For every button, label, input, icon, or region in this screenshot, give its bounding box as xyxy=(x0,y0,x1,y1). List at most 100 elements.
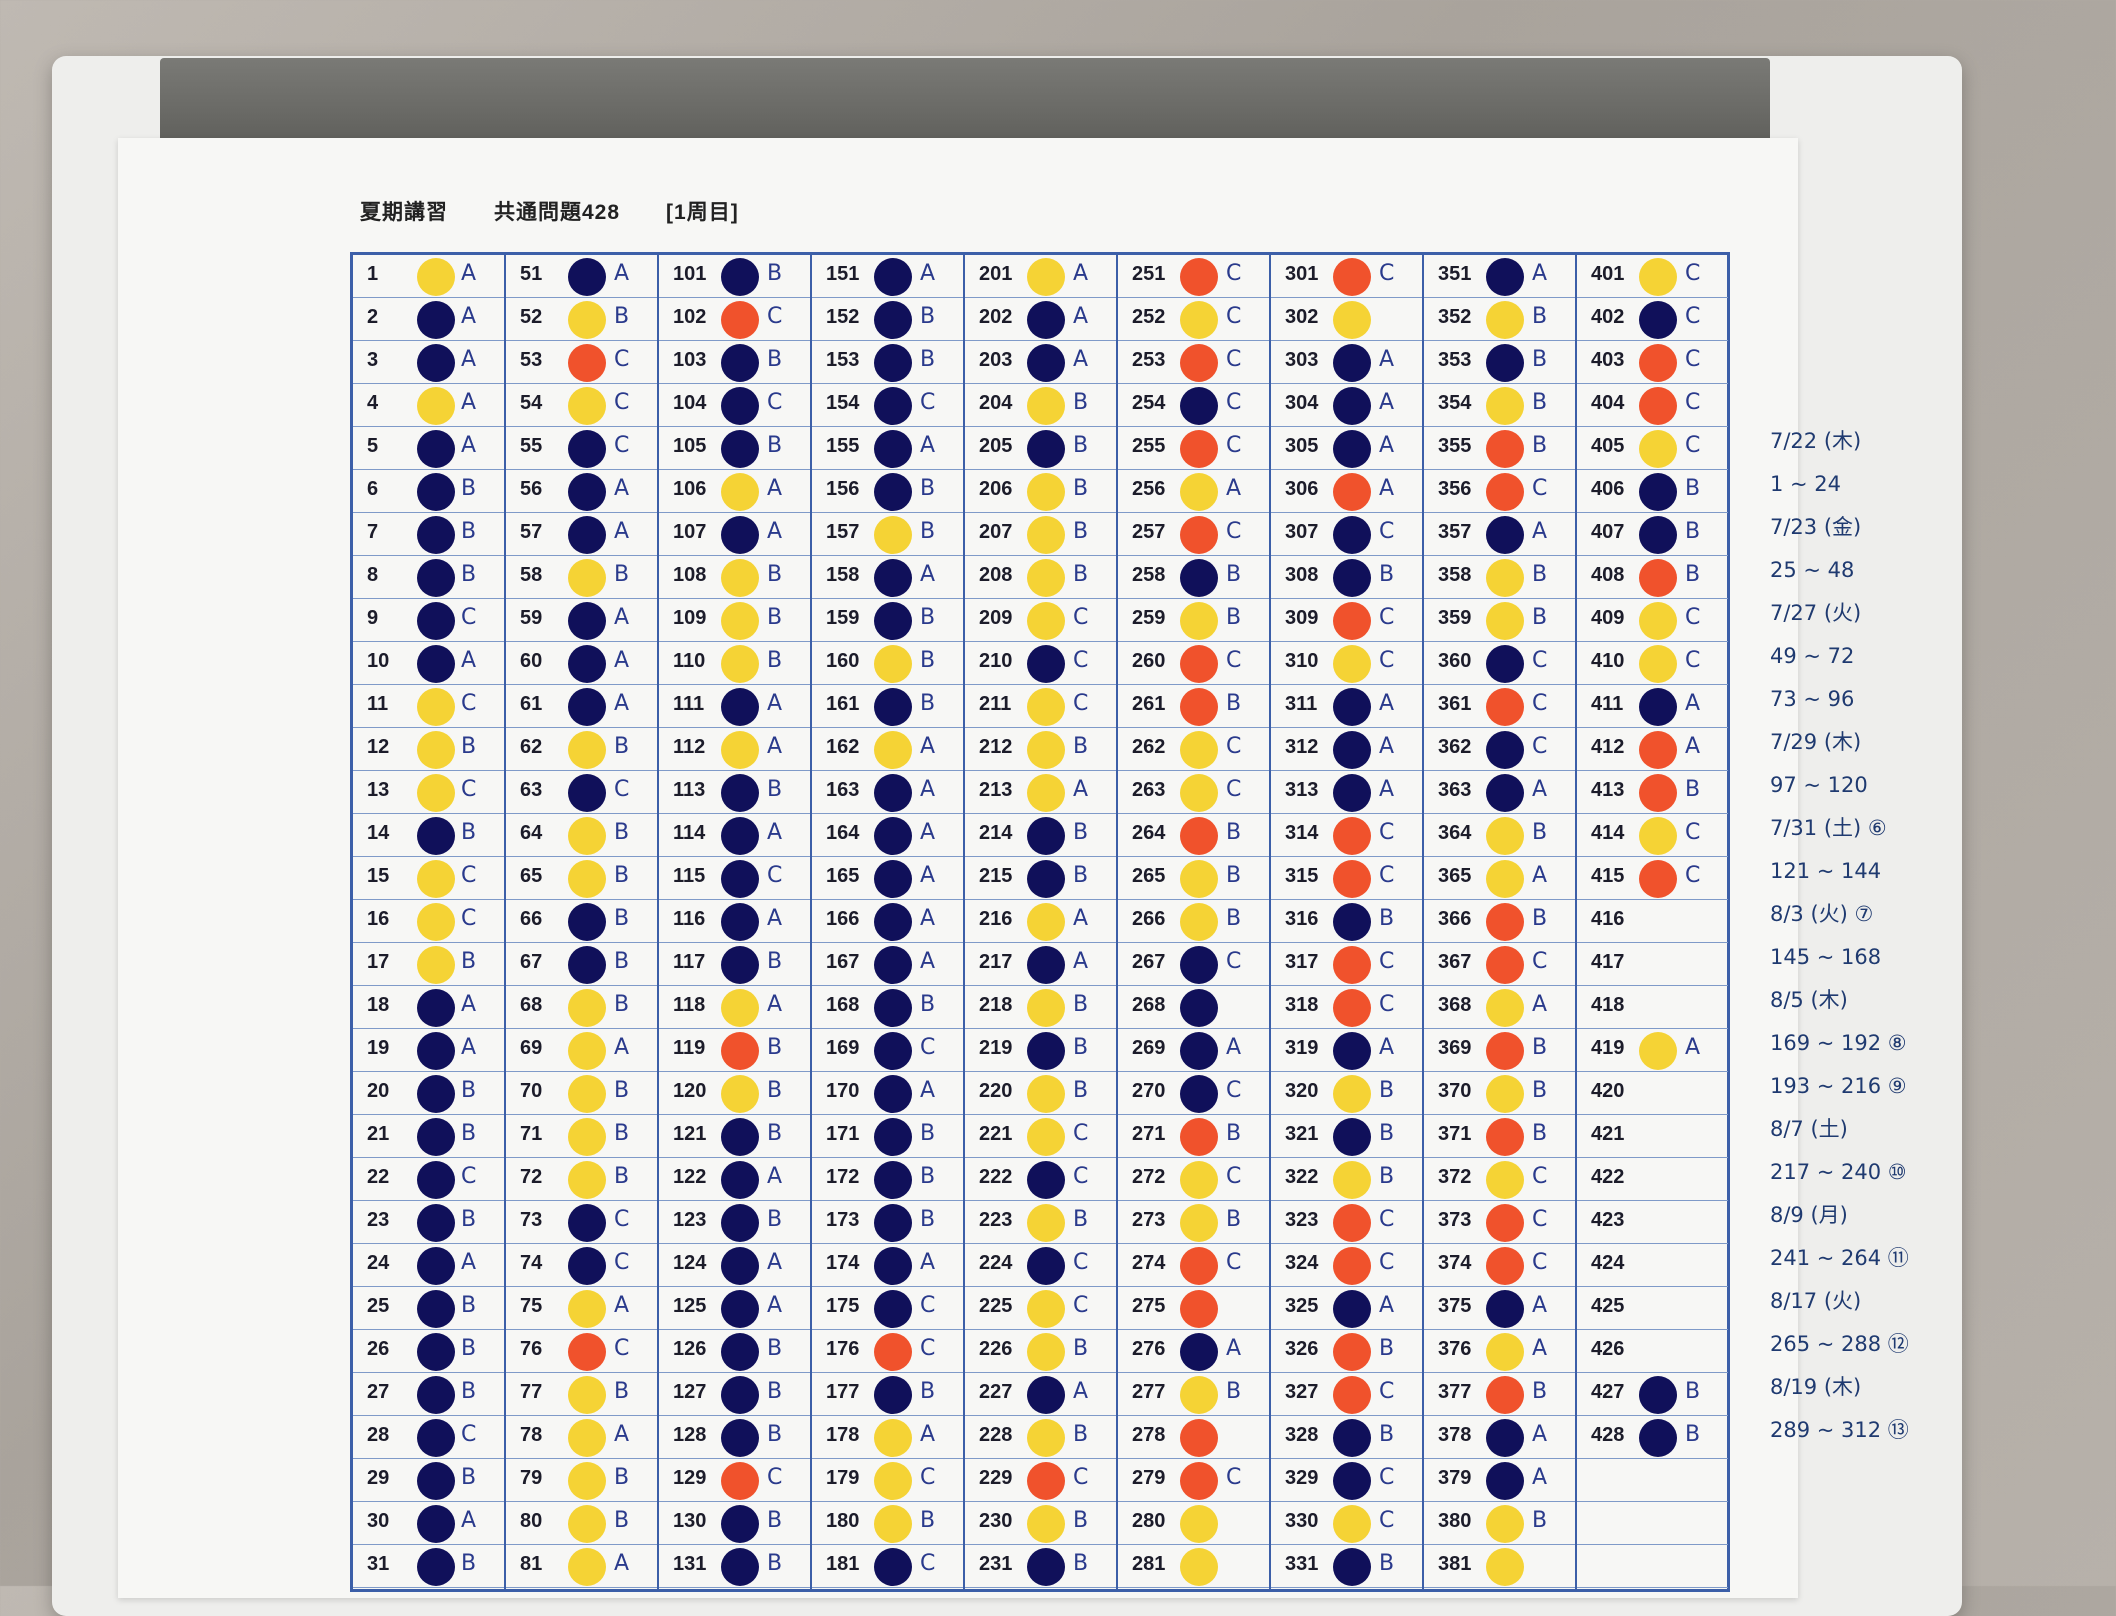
question-row: 172 B xyxy=(812,1158,963,1201)
status-dot xyxy=(568,559,606,597)
question-row: 214 B xyxy=(965,814,1116,857)
answer-letter: A xyxy=(920,1422,936,1447)
question-row: 22 C xyxy=(353,1158,504,1201)
question-row: 24 A xyxy=(353,1244,504,1287)
question-number: 206 xyxy=(979,478,1013,500)
question-row: 120 B xyxy=(659,1072,810,1115)
status-dot xyxy=(1486,774,1524,812)
grid-column: 251 C 252 C 253 C 254 C 255 C 256 A 257 C 258 B 259 B 260 C… xyxy=(1118,255,1271,1589)
answer-letter: A xyxy=(1685,734,1701,759)
question-row: 428 B xyxy=(1577,1416,1728,1459)
status-dot xyxy=(1027,731,1065,769)
question-number: 402 xyxy=(1591,306,1625,328)
question-row: 19 A xyxy=(353,1029,504,1072)
answer-letter: C xyxy=(1379,1250,1395,1275)
answer-letter: B xyxy=(920,1207,936,1232)
question-number: 81 xyxy=(520,1553,543,1575)
question-row: 373 C xyxy=(1424,1201,1575,1244)
answer-grid: 1 A 2 A 3 A 4 A 5 A 6 B 7 B 8 B 9 C 10 A 11 C 12 B 13 C 14 B 15 C 16 C 1… xyxy=(350,252,1730,1592)
status-dot xyxy=(1486,860,1524,898)
question-number: 210 xyxy=(979,650,1013,672)
question-number: 209 xyxy=(979,607,1013,629)
answer-letter: B xyxy=(461,519,477,544)
question-row: 57 A xyxy=(506,513,657,556)
question-number: 24 xyxy=(367,1252,390,1274)
question-number: 212 xyxy=(979,736,1013,758)
question-number: 103 xyxy=(673,349,707,371)
status-dot xyxy=(1027,688,1065,726)
answer-letter: C xyxy=(1532,1164,1548,1189)
status-dot xyxy=(1180,1376,1218,1414)
question-row xyxy=(1577,1545,1728,1588)
question-number: 61 xyxy=(520,693,543,715)
question-number: 326 xyxy=(1285,1338,1319,1360)
question-row: 16 C xyxy=(353,900,504,943)
answer-letter: A xyxy=(614,691,630,716)
answer-letter: A xyxy=(1532,992,1548,1017)
schedule-note: 8/5 (木) xyxy=(1770,988,1848,1012)
question-row: 173 B xyxy=(812,1201,963,1244)
question-number: 211 xyxy=(979,693,1012,715)
status-dot xyxy=(721,1462,759,1500)
question-number: 255 xyxy=(1132,435,1166,457)
status-dot xyxy=(1486,301,1524,339)
question-number: 13 xyxy=(367,779,390,801)
status-dot xyxy=(568,1462,606,1500)
status-dot xyxy=(568,516,606,554)
question-row: 372 C xyxy=(1424,1158,1575,1201)
answer-letter: A xyxy=(1532,863,1548,888)
status-dot xyxy=(1639,344,1677,382)
question-row: 28 C xyxy=(353,1416,504,1459)
question-row: 106 A xyxy=(659,470,810,513)
answer-letter: C xyxy=(461,605,477,630)
question-number: 301 xyxy=(1285,263,1319,285)
answer-letter: B xyxy=(614,1078,630,1103)
question-number: 18 xyxy=(367,994,390,1016)
status-dot xyxy=(1639,817,1677,855)
question-number: 271 xyxy=(1132,1123,1166,1145)
question-row: 313 A xyxy=(1271,771,1422,814)
status-dot xyxy=(1180,731,1218,769)
question-row: 72 B xyxy=(506,1158,657,1201)
question-row: 11 C xyxy=(353,685,504,728)
status-dot xyxy=(1180,1032,1218,1070)
answer-letter: B xyxy=(1379,1121,1395,1146)
question-row: 171 B xyxy=(812,1115,963,1158)
question-row: 306 A xyxy=(1271,470,1422,513)
answer-letter: A xyxy=(461,1508,477,1533)
answer-letter: A xyxy=(1685,1035,1701,1060)
answer-letter: B xyxy=(920,1121,936,1146)
question-number: 252 xyxy=(1132,306,1166,328)
status-dot xyxy=(1027,1333,1065,1371)
status-dot xyxy=(874,602,912,640)
question-number: 105 xyxy=(673,435,707,457)
answer-letter: A xyxy=(767,519,783,544)
status-dot xyxy=(1333,602,1371,640)
title-label: 共通問題428 xyxy=(494,201,621,224)
status-dot xyxy=(874,473,912,511)
answer-letter: A xyxy=(461,261,477,286)
question-row: 318 C xyxy=(1271,986,1422,1029)
answer-letter: A xyxy=(767,992,783,1017)
question-row: 327 C xyxy=(1271,1373,1422,1416)
answer-letter: A xyxy=(1379,777,1395,802)
status-dot xyxy=(874,645,912,683)
status-dot xyxy=(721,688,759,726)
status-dot xyxy=(568,731,606,769)
answer-letter: B xyxy=(1073,562,1089,587)
answer-letter: B xyxy=(767,562,783,587)
question-row: 108 B xyxy=(659,556,810,599)
question-row: 266 B xyxy=(1118,900,1269,943)
status-dot xyxy=(1486,344,1524,382)
question-number: 259 xyxy=(1132,607,1166,629)
question-row: 315 C xyxy=(1271,857,1422,900)
question-number: 303 xyxy=(1285,349,1319,371)
question-row: 418 xyxy=(1577,986,1728,1029)
status-dot xyxy=(1333,344,1371,382)
grid-column: 101 B 102 C 103 B 104 C 105 B 106 A 107 A 108 B 109 B 110 B… xyxy=(659,255,812,1589)
status-dot xyxy=(1027,903,1065,941)
question-row: 68 B xyxy=(506,986,657,1029)
answer-letter: A xyxy=(767,1293,783,1318)
answer-letter: C xyxy=(614,1207,630,1232)
